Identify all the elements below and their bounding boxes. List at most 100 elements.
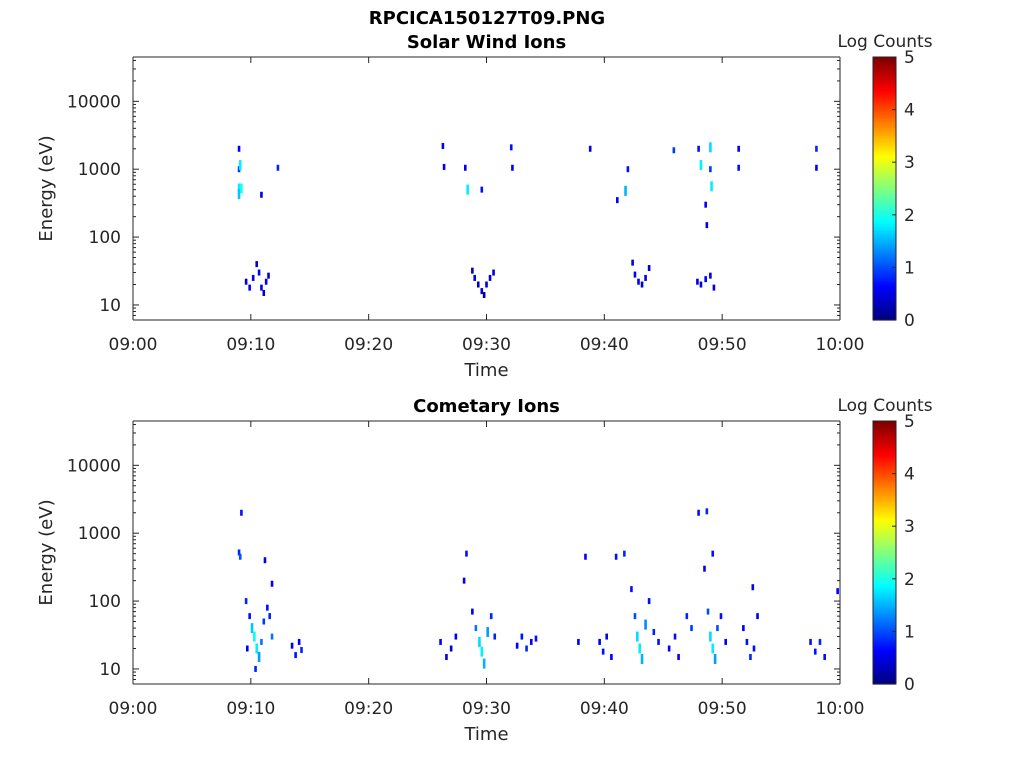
colorbar-swatch: [873, 197, 896, 201]
heatmap-cell: [742, 625, 745, 632]
colorbar-swatch: [873, 238, 896, 242]
heatmap-cell: [529, 638, 533, 645]
colorbar-swatch: [873, 607, 896, 611]
colorbar-swatch: [873, 431, 896, 435]
colorbar-swatch: [873, 177, 896, 181]
colorbar-swatch: [873, 179, 896, 183]
heatmap-cell: [644, 619, 647, 630]
colorbar-swatch: [873, 613, 896, 617]
colorbar-swatch: [873, 651, 896, 654]
heatmap-cell: [709, 166, 712, 173]
colorbar-swatch: [873, 83, 896, 87]
colorbar-swatch: [873, 300, 896, 304]
colorbar-swatch: [873, 624, 896, 628]
heatmap-cell: [673, 633, 677, 640]
colorbar-swatch: [873, 241, 896, 244]
colorbar-swatch: [873, 532, 896, 536]
colorbar-swatch: [873, 681, 896, 685]
colorbar-swatch: [873, 423, 896, 426]
heatmap-cell: [511, 164, 514, 171]
colorbar-swatch: [873, 142, 896, 146]
heatmap-cell: [711, 550, 715, 557]
heatmap-cell: [640, 281, 644, 288]
heatmap-cell: [485, 281, 488, 288]
colorbar-swatch: [873, 302, 896, 306]
heatmap-cell: [712, 284, 716, 291]
colorbar-swatch: [873, 646, 896, 650]
colorbar-swatch: [873, 313, 896, 317]
colorbar-swatch: [873, 469, 896, 473]
colorbar-swatch: [873, 219, 896, 222]
colorbar-swatch: [873, 76, 896, 80]
heatmap-cell: [248, 613, 251, 620]
colorbar-swatch: [873, 572, 896, 576]
colorbar-swatch: [873, 434, 896, 437]
colorbar-swatch: [873, 103, 896, 106]
colorbar-swatch: [873, 293, 896, 297]
colorbar-swatch: [873, 458, 896, 462]
heatmap-cell: [598, 638, 601, 645]
heatmap-cell: [257, 651, 261, 662]
colorbar-swatch: [873, 78, 896, 82]
colorbar-swatch: [873, 247, 896, 251]
y-tick-label: 10000: [67, 92, 121, 112]
colorbar-swatch: [873, 87, 896, 91]
colorbar-swatch: [873, 467, 896, 470]
colorbar-swatch: [873, 598, 896, 602]
colorbar-swatch: [873, 622, 896, 626]
colorbar-swatch: [873, 298, 896, 301]
x-axis-label: Time: [463, 724, 508, 745]
colorbar-swatch: [873, 188, 896, 192]
colorbar-swatch: [873, 311, 896, 315]
colorbar-swatch: [873, 291, 896, 295]
colorbar-swatch: [873, 499, 896, 503]
colorbar-swatch: [873, 186, 896, 190]
colorbar-swatch: [873, 495, 896, 499]
heatmap-cell: [605, 633, 608, 640]
heatmap-cell: [463, 164, 467, 171]
x-tick-label: 09:30: [462, 699, 511, 719]
colorbar-tick-label: 4: [904, 465, 915, 485]
colorbar-swatch: [873, 677, 896, 681]
heatmap-cell: [237, 549, 241, 556]
heatmap-cell: [515, 642, 519, 649]
colorbar-swatch: [873, 252, 896, 255]
heatmap-cell: [268, 613, 271, 620]
colorbar-swatch: [873, 278, 896, 282]
colorbar-swatch: [873, 644, 896, 648]
heatmap-cell: [297, 638, 301, 645]
colorbar-swatch: [873, 149, 896, 152]
colorbar-swatch: [873, 184, 896, 187]
heatmap-cell: [482, 292, 486, 299]
colorbar-swatch: [873, 449, 896, 453]
colorbar-swatch: [873, 447, 896, 451]
colorbar-swatch: [873, 550, 896, 554]
heatmap-cell: [823, 653, 826, 660]
heatmap-cell: [756, 613, 759, 620]
colorbar-swatch: [873, 221, 896, 225]
colorbar-swatch: [873, 482, 896, 486]
colorbar-swatch: [873, 567, 896, 571]
colorbar-swatch: [873, 234, 896, 238]
colorbar-tick-label: 1: [904, 622, 915, 642]
heatmap-cell: [716, 625, 719, 632]
heatmap-cell: [267, 272, 270, 279]
colorbar-swatch: [873, 438, 896, 442]
colorbar-swatch: [873, 212, 896, 216]
colorbar-swatch: [873, 100, 896, 104]
heatmap-cell: [584, 553, 587, 560]
heatmap-cell: [638, 643, 641, 654]
colorbar-swatch: [873, 94, 896, 98]
heatmap-cell: [737, 164, 740, 171]
colorbar-swatch: [873, 144, 896, 148]
x-tick-label: 09:30: [462, 335, 511, 355]
heatmap-cell: [745, 638, 749, 645]
colorbar-swatch: [873, 635, 896, 639]
colorbar-swatch: [873, 59, 896, 62]
colorbar-swatch: [873, 65, 896, 69]
colorbar-swatch: [873, 640, 896, 643]
colorbar-swatch: [873, 243, 896, 247]
colorbar-swatch: [873, 517, 896, 521]
heatmap-cell: [667, 645, 671, 652]
